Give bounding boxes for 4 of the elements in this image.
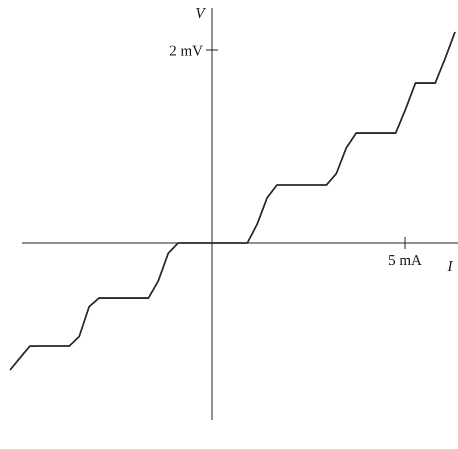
annotation: 2 mV: [169, 43, 204, 60]
y-axis-title: V: [195, 6, 206, 22]
annotation: 5 mA: [388, 253, 422, 269]
x-axis-title: I: [446, 259, 454, 275]
